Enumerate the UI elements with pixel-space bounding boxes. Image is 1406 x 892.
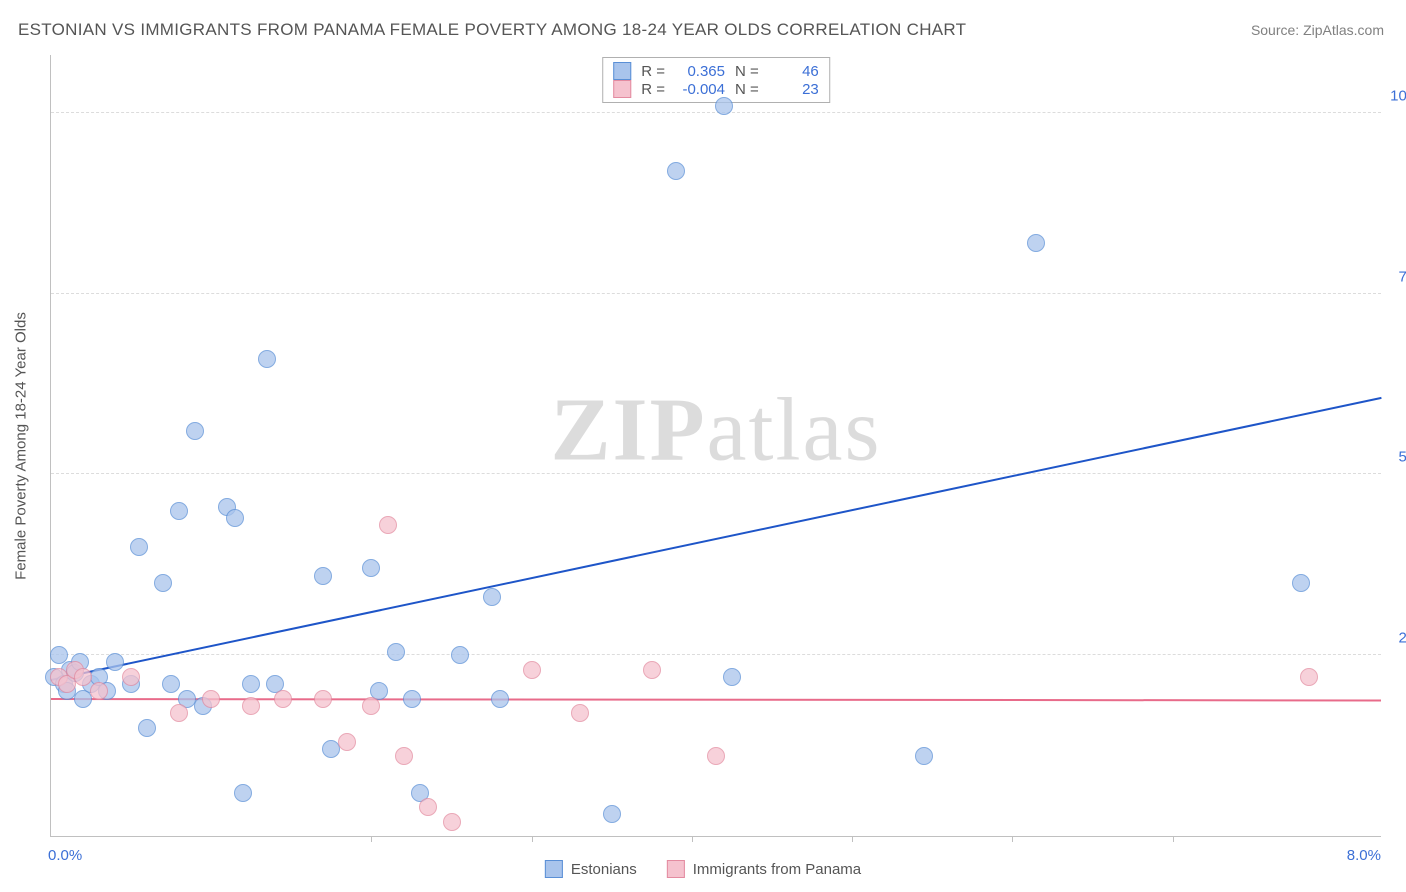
x-tick — [852, 836, 853, 842]
scatter-point — [451, 646, 469, 664]
r-label: R = — [641, 81, 665, 98]
y-tick-label: 100.0% — [1386, 87, 1406, 104]
legend-swatch-estonians — [613, 62, 631, 80]
r-value: 0.365 — [675, 63, 725, 80]
scatter-point — [1027, 234, 1045, 252]
scatter-point — [723, 668, 741, 686]
x-tick — [371, 836, 372, 842]
scatter-point — [483, 588, 501, 606]
scatter-point — [387, 643, 405, 661]
scatter-point — [106, 653, 124, 671]
legend-row: R = 0.365 N = 46 — [613, 62, 819, 80]
legend-swatch-panama — [667, 860, 685, 878]
legend-item-estonians: Estonians — [545, 860, 637, 878]
x-tick — [1173, 836, 1174, 842]
scatter-point — [338, 733, 356, 751]
scatter-point — [403, 690, 421, 708]
scatter-point — [1292, 574, 1310, 592]
scatter-point — [571, 704, 589, 722]
scatter-point — [314, 567, 332, 585]
scatter-point — [90, 682, 108, 700]
x-axis-max-label: 8.0% — [1347, 847, 1381, 864]
scatter-point — [138, 719, 156, 737]
chart-title: ESTONIAN VS IMMIGRANTS FROM PANAMA FEMAL… — [18, 20, 966, 40]
legend-label: Estonians — [571, 861, 637, 878]
x-tick — [1012, 836, 1013, 842]
legend-row: R = -0.004 N = 23 — [613, 80, 819, 98]
legend-correlation: R = 0.365 N = 46 R = -0.004 N = 23 — [602, 57, 830, 103]
scatter-point — [162, 675, 180, 693]
legend-item-panama: Immigrants from Panama — [667, 860, 861, 878]
chart-container: ESTONIAN VS IMMIGRANTS FROM PANAMA FEMAL… — [0, 0, 1406, 892]
scatter-point — [491, 690, 509, 708]
grid-line — [51, 293, 1381, 294]
y-axis-label: Female Poverty Among 18-24 Year Olds — [13, 312, 30, 580]
legend-label: Immigrants from Panama — [693, 861, 861, 878]
scatter-point — [362, 559, 380, 577]
plot-area: ZIPatlas Female Poverty Among 18-24 Year… — [50, 55, 1381, 837]
scatter-point — [419, 798, 437, 816]
r-value: -0.004 — [675, 81, 725, 98]
n-label: N = — [735, 81, 759, 98]
scatter-point — [170, 502, 188, 520]
n-label: N = — [735, 63, 759, 80]
scatter-point — [186, 422, 204, 440]
scatter-point — [226, 509, 244, 527]
scatter-point — [242, 675, 260, 693]
legend-swatch-panama — [613, 80, 631, 98]
source-attribution: Source: ZipAtlas.com — [1251, 22, 1384, 38]
scatter-point — [130, 538, 148, 556]
scatter-point — [395, 747, 413, 765]
grid-line — [51, 654, 1381, 655]
watermark-rest: atlas — [707, 380, 882, 479]
scatter-point — [242, 697, 260, 715]
scatter-point — [915, 747, 933, 765]
r-label: R = — [641, 63, 665, 80]
legend-swatch-estonians — [545, 860, 563, 878]
scatter-point — [154, 574, 172, 592]
y-tick-label: 50.0% — [1386, 449, 1406, 466]
y-tick-label: 25.0% — [1386, 630, 1406, 647]
scatter-point — [362, 697, 380, 715]
scatter-point — [1300, 668, 1318, 686]
scatter-point — [523, 661, 541, 679]
scatter-point — [202, 690, 220, 708]
grid-line — [51, 112, 1381, 113]
scatter-point — [314, 690, 332, 708]
legend-series: Estonians Immigrants from Panama — [545, 860, 861, 878]
scatter-point — [122, 668, 140, 686]
scatter-point — [274, 690, 292, 708]
scatter-point — [170, 704, 188, 722]
scatter-point — [234, 784, 252, 802]
y-tick-label: 75.0% — [1386, 268, 1406, 285]
x-tick — [532, 836, 533, 842]
watermark-bold: ZIP — [551, 380, 707, 479]
scatter-point — [258, 350, 276, 368]
grid-line — [51, 473, 1381, 474]
scatter-point — [603, 805, 621, 823]
scatter-point — [715, 97, 733, 115]
scatter-point — [707, 747, 725, 765]
scatter-point — [667, 162, 685, 180]
scatter-point — [379, 516, 397, 534]
scatter-point — [74, 668, 92, 686]
watermark: ZIPatlas — [551, 378, 882, 481]
scatter-point — [643, 661, 661, 679]
n-value: 46 — [769, 63, 819, 80]
x-tick — [692, 836, 693, 842]
scatter-point — [443, 813, 461, 831]
n-value: 23 — [769, 81, 819, 98]
x-axis-min-label: 0.0% — [48, 847, 82, 864]
